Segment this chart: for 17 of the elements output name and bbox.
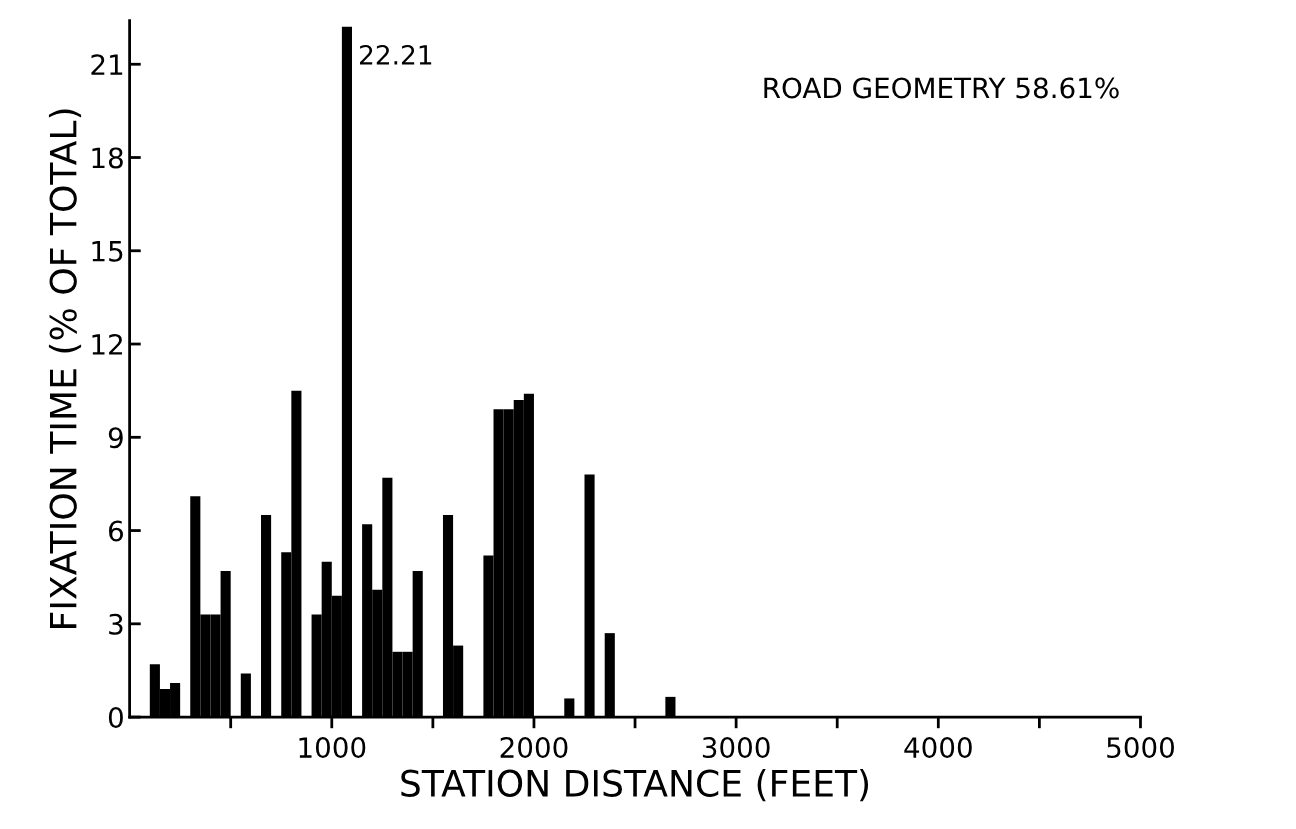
- annotation: ROAD GEOMETRY 58.61%: [764, 77, 1119, 99]
- annotation: 22.21: [359, 44, 432, 65]
- y-tick-label: 0: [108, 707, 123, 729]
- y-tick-label: 9: [108, 427, 123, 449]
- y-tick-label: 15: [92, 241, 123, 262]
- y-axis-title: FIXATION TIME (% OF TOTAL): [48, 109, 82, 628]
- x-tick-label: 1000: [299, 737, 366, 759]
- x-tick-label: 5000: [1107, 737, 1174, 759]
- x-tick-label: 2000: [500, 737, 568, 759]
- y-tick-label: 3: [109, 613, 123, 635]
- x-tick-label: 3000: [702, 737, 770, 759]
- y-tick-label: 18: [92, 147, 123, 169]
- y-tick-label: 6: [109, 520, 123, 542]
- x-axis-title: STATION DISTANCE (FEET): [401, 769, 869, 802]
- y-tick-label: 21: [91, 54, 123, 75]
- x-tick-label: 4000: [904, 737, 972, 759]
- y-tick-label: 12: [92, 333, 122, 355]
